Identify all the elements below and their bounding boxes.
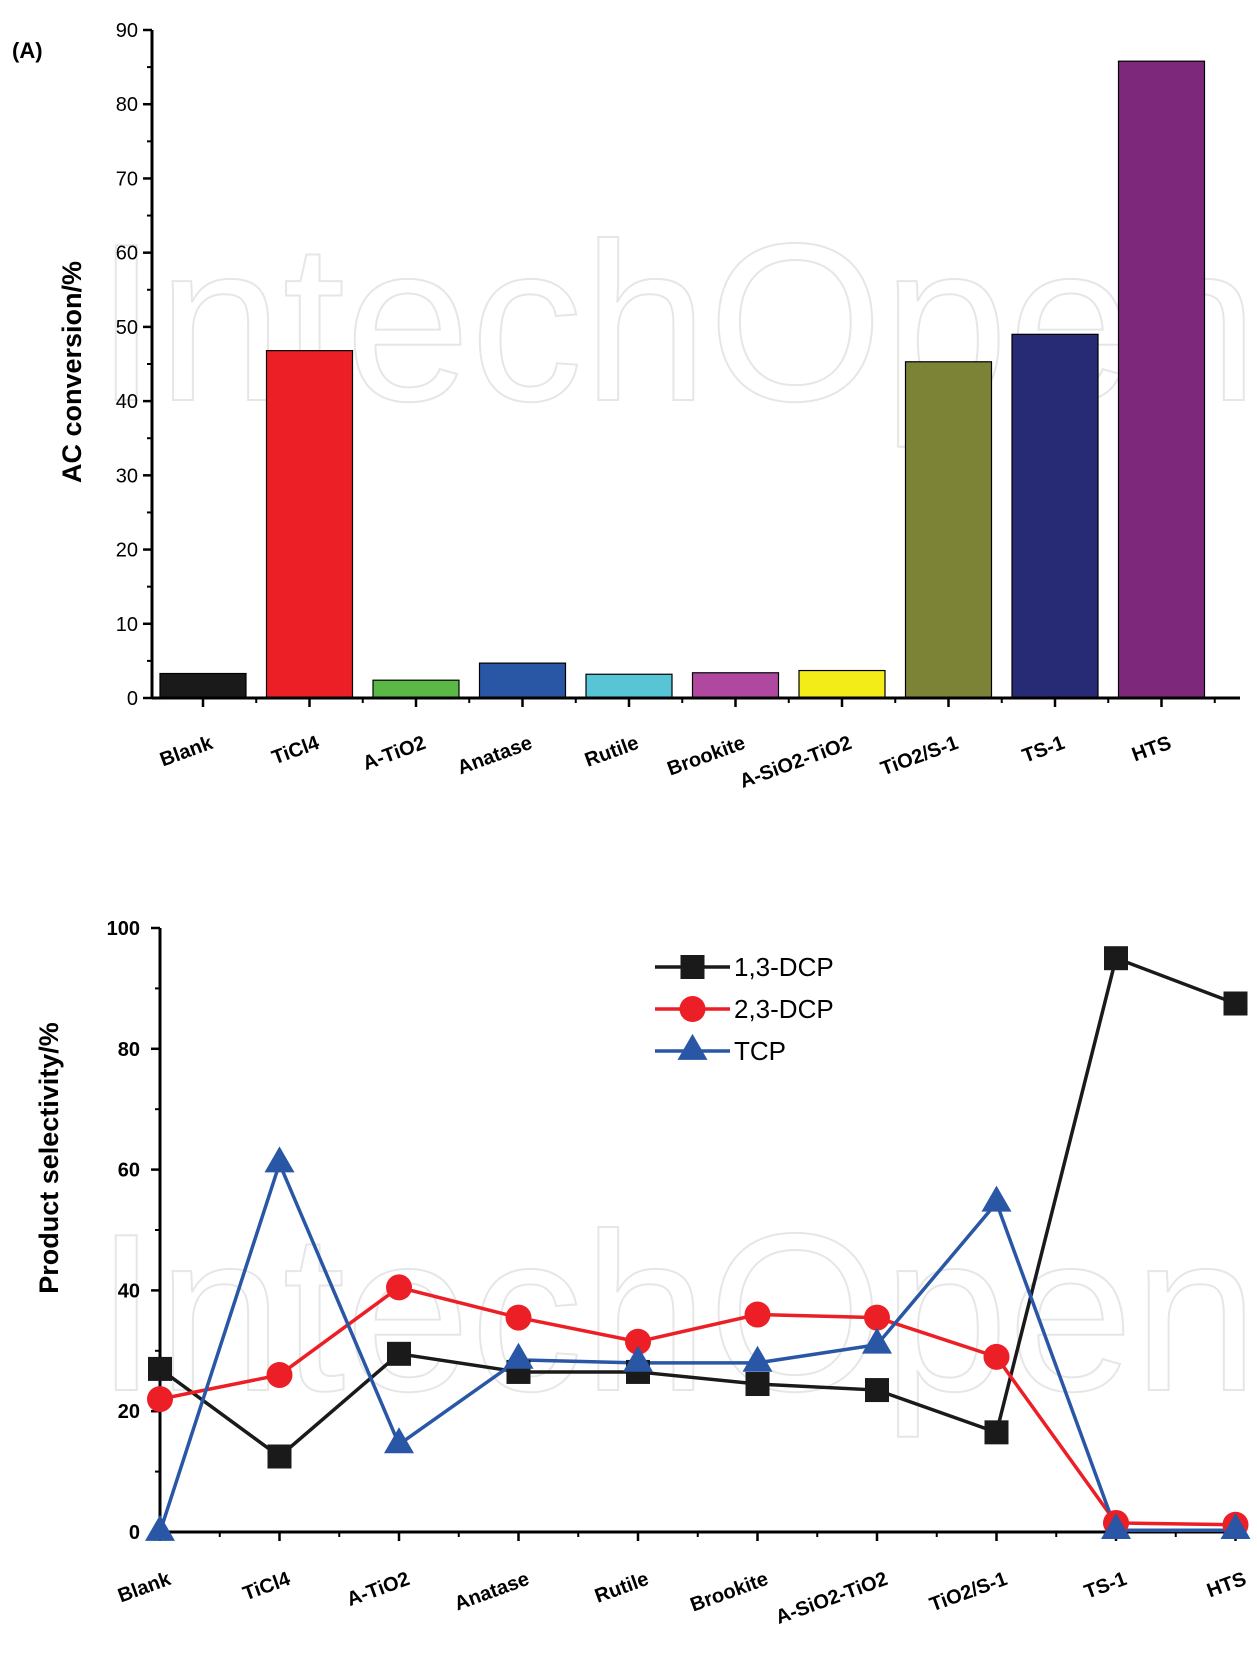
- x-tick-label: Brookite: [664, 732, 748, 780]
- series-line-2,3-DCP: [159, 1285, 1236, 1527]
- x-tick-label: Blank: [157, 732, 217, 772]
- point-TCP-TS-1: [1101, 1513, 1131, 1540]
- point-2,3-DCP-Blank: [147, 1386, 173, 1413]
- x-tick-label: A-TiO2: [360, 732, 429, 775]
- x-tick-label: Rutile: [592, 1568, 652, 1608]
- y-tick-label: 40: [116, 391, 138, 413]
- legend-label: 2,3-DCP: [734, 994, 834, 1024]
- bar-ts-1: [1011, 333, 1099, 699]
- bar-a-tio2: [372, 679, 460, 699]
- x-tick-label: Rutile: [582, 732, 642, 772]
- legend-marker: [679, 996, 706, 1022]
- y-tick-label: 20: [118, 1401, 140, 1423]
- point-2,3-DCP-A-SiO2-TiO2: [864, 1304, 890, 1331]
- point-1,3-DCP-Blank: [148, 1356, 172, 1381]
- bar-ticl4: [265, 350, 354, 699]
- point-TCP-Brookite: [742, 1345, 773, 1372]
- x-tick-label: HTS: [1204, 1568, 1249, 1602]
- point-2,3-DCP-A-TiO2: [386, 1274, 412, 1301]
- bar-brookite: [691, 672, 780, 699]
- y-tick-label: 10: [116, 614, 138, 636]
- x-tick-label: Blank: [115, 1568, 175, 1608]
- legend-label: 1,3-DCP: [734, 952, 834, 982]
- bar-hts: [1117, 60, 1206, 699]
- y-tick-label: 30: [116, 465, 138, 487]
- point-1,3-DCP-HTS: [1223, 991, 1248, 1016]
- bar-tio2/s-1: [904, 361, 993, 699]
- point-2,3-DCP-Anatase: [505, 1304, 532, 1331]
- point-1,3-DCP-A-SiO2-TiO2: [865, 1378, 889, 1403]
- x-tick-label: TiO2/S-1: [878, 732, 961, 780]
- point-TCP-A-SiO2-TiO2: [862, 1327, 892, 1354]
- bar-anatase: [478, 662, 567, 699]
- x-tick-label: HTS: [1129, 732, 1174, 766]
- legend-marker: [677, 1033, 708, 1060]
- point-TCP-HTS: [1220, 1513, 1251, 1540]
- point-TCP-Rutile: [623, 1345, 653, 1372]
- bar-blank: [159, 672, 247, 699]
- point-2,3-DCP-Brookite: [744, 1301, 771, 1328]
- legend-label: TCP: [734, 1036, 786, 1066]
- x-tick-label: A-SiO2-TiO2: [773, 1568, 891, 1629]
- point-TCP-Blank: [145, 1514, 175, 1541]
- point-1,3-DCP-TiCl4: [267, 1444, 292, 1469]
- point-TCP-TiO2/S-1: [981, 1185, 1012, 1212]
- point-1,3-DCP-Brookite: [745, 1372, 770, 1397]
- x-tick-label: Anatase: [455, 732, 536, 779]
- y-axis-title: AC conversion/%: [57, 261, 87, 483]
- point-TCP-TiCl4: [264, 1146, 295, 1173]
- y-tick-label: 90: [116, 20, 138, 42]
- y-tick-label: 60: [118, 1160, 140, 1182]
- point-1,3-DCP-A-TiO2: [387, 1341, 411, 1366]
- bar-a-sio2-tio2: [798, 669, 886, 699]
- x-tick-label: Anatase: [452, 1568, 533, 1615]
- x-tick-label: TS-1: [1081, 1568, 1129, 1603]
- y-tick-label: 100: [107, 918, 140, 940]
- point-TCP-A-TiO2: [384, 1427, 414, 1454]
- y-axis-title: Product selectivity/%: [34, 1022, 64, 1294]
- series-line-TCP: [158, 1158, 1236, 1533]
- point-2,3-DCP-TiO2/S-1: [983, 1343, 1010, 1370]
- legend-marker: [680, 955, 705, 979]
- x-tick-label: TiCl4: [269, 732, 323, 770]
- y-tick-label: 0: [127, 688, 138, 710]
- y-tick-label: 80: [118, 1039, 140, 1061]
- point-TCP-Anatase: [503, 1342, 534, 1369]
- point-2,3-DCP-Rutile: [625, 1328, 651, 1355]
- y-tick-label: 20: [116, 540, 138, 562]
- bar-rutile: [585, 673, 673, 699]
- x-tick-label: Brookite: [687, 1568, 771, 1616]
- x-tick-label: A-TiO2: [344, 1568, 413, 1611]
- y-tick-label: 70: [116, 168, 138, 190]
- y-tick-label: 60: [116, 243, 138, 265]
- legend: 1,3-DCP 2,3-DCP TCP: [655, 952, 834, 1066]
- y-tick-label: 50: [116, 317, 138, 339]
- series-line-1,3-DCP: [158, 955, 1237, 1459]
- y-tick-label: 80: [116, 94, 138, 116]
- y-tick-label: 0: [129, 1522, 140, 1544]
- x-tick-label: A-SiO2-TiO2: [737, 732, 855, 793]
- point-1,3-DCP-TiO2/S-1: [984, 1420, 1009, 1445]
- x-tick-label: TS-1: [1019, 732, 1067, 767]
- point-1,3-DCP-TS-1: [1104, 946, 1128, 971]
- y-tick-label: 40: [118, 1280, 140, 1302]
- panel-label: (A): [12, 38, 43, 63]
- x-tick-label: TiO2/S-1: [927, 1568, 1010, 1616]
- watermark-bottom: IntechOpen: [95, 1186, 1257, 1438]
- x-tick-label: TiCl4: [240, 1568, 294, 1606]
- point-2,3-DCP-TiCl4: [266, 1361, 293, 1388]
